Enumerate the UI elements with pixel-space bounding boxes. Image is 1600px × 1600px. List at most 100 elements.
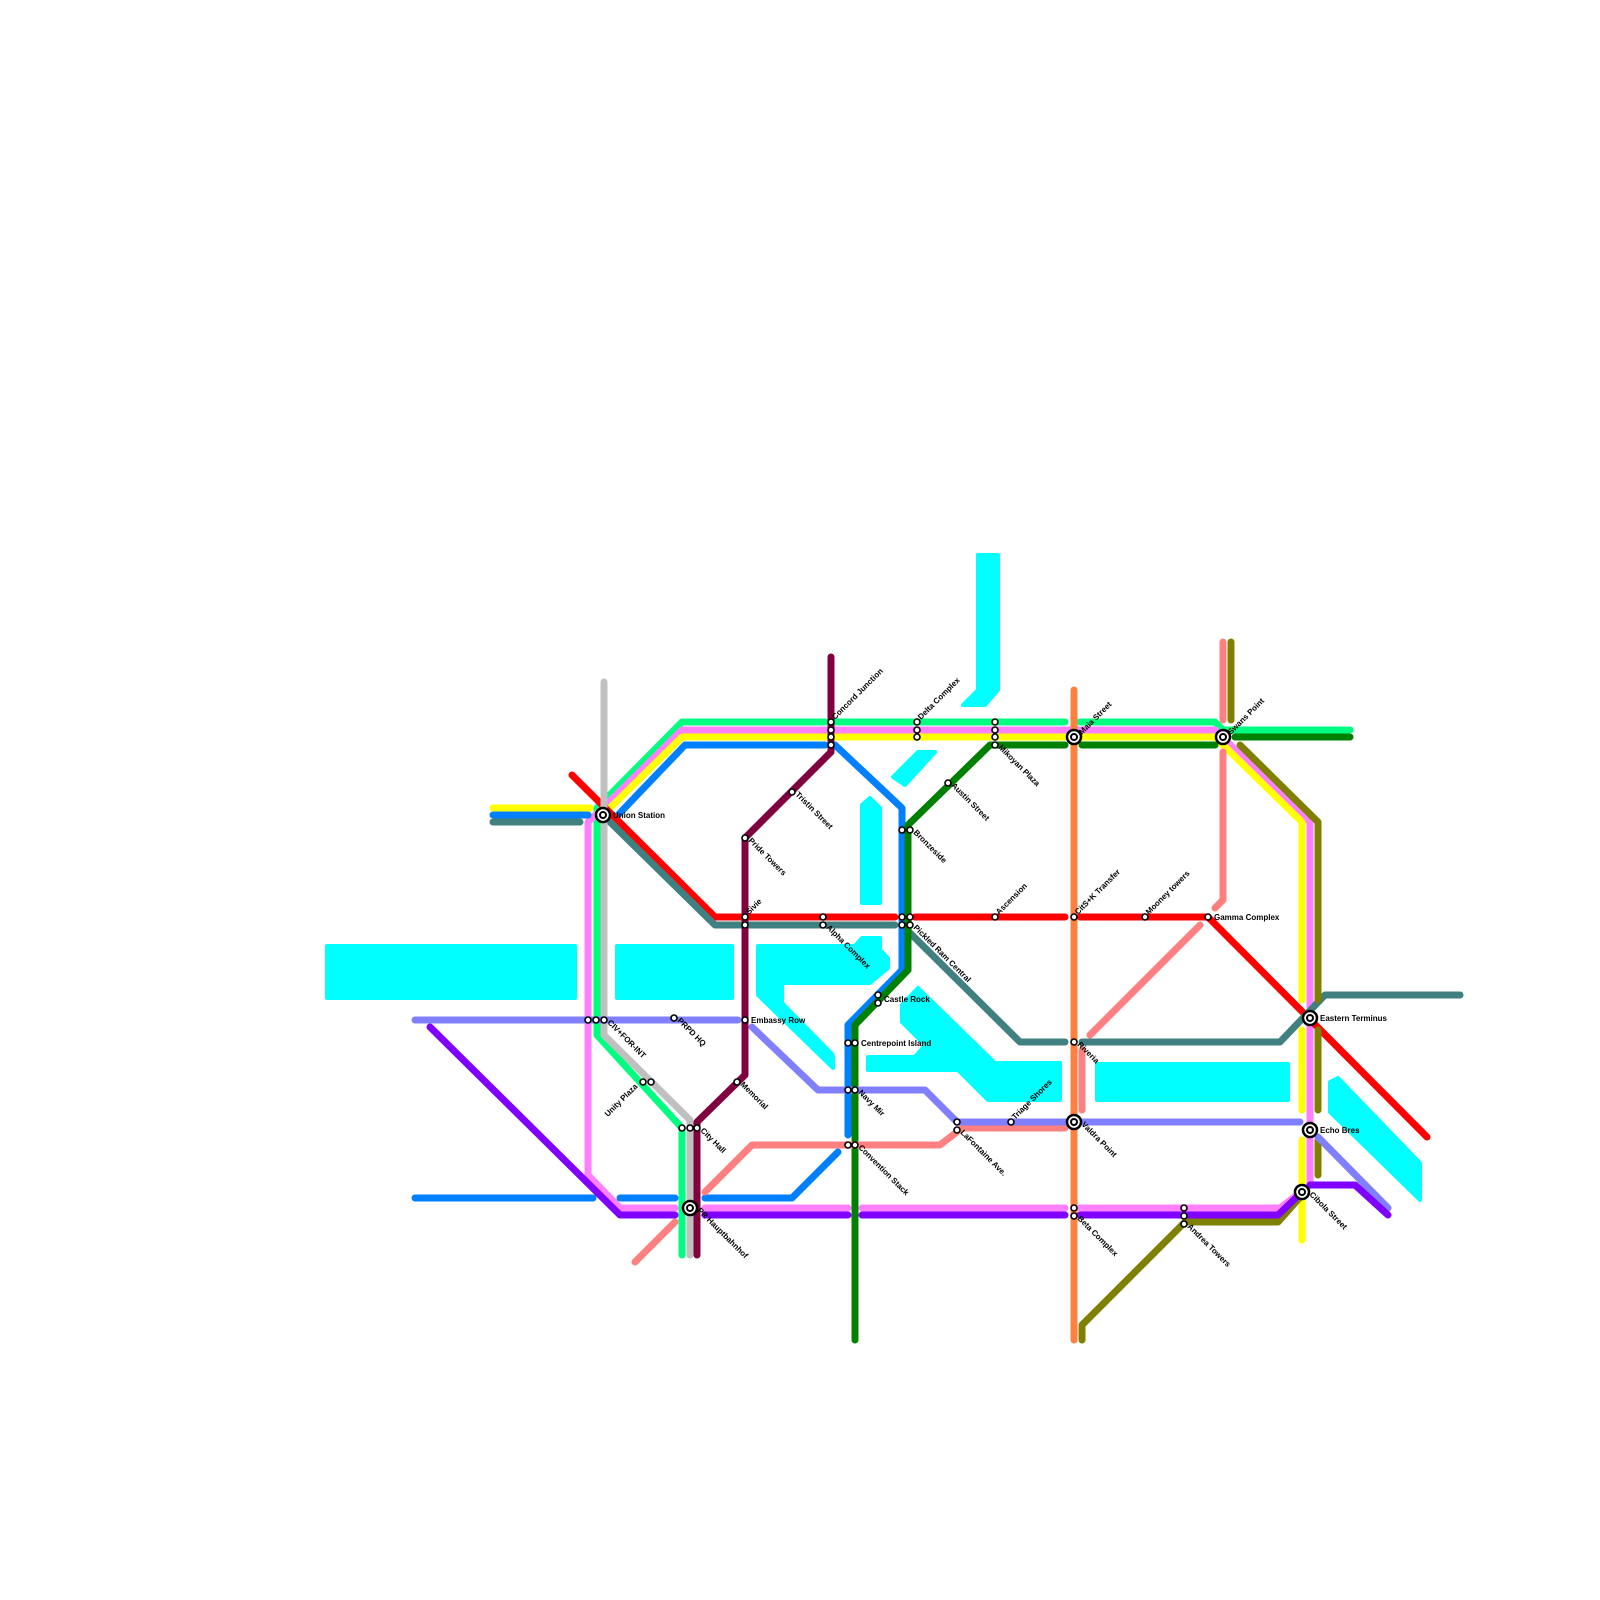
station-dot-icon[interactable] xyxy=(874,999,882,1007)
station[interactable]: City Hall xyxy=(678,1124,728,1155)
station[interactable]: Tristin Street xyxy=(788,788,835,831)
station-dot-icon[interactable] xyxy=(898,921,906,929)
station-dot-icon[interactable] xyxy=(592,1016,600,1024)
line-segment[interactable] xyxy=(1078,991,1464,1046)
station-dot-icon[interactable] xyxy=(819,921,827,929)
line-segment[interactable] xyxy=(1211,748,1227,912)
station-dot-icon[interactable] xyxy=(670,1014,678,1022)
station[interactable]: Union Station xyxy=(594,806,665,824)
line-segment[interactable] xyxy=(1076,913,1431,1141)
station-dot-icon[interactable] xyxy=(844,1086,852,1094)
line-silver[interactable] xyxy=(600,678,694,1259)
line-segment[interactable] xyxy=(1086,921,1204,1039)
station-dot-icon[interactable] xyxy=(1007,1118,1015,1126)
line-segment[interactable] xyxy=(1076,718,1354,734)
station[interactable]: CitS+K Transfer xyxy=(1070,867,1122,921)
line-segment[interactable] xyxy=(614,741,829,819)
station[interactable]: Echo Bres xyxy=(1301,1121,1360,1139)
station[interactable]: Austin Street xyxy=(944,779,991,823)
line-segment[interactable] xyxy=(584,1171,679,1212)
line-segment[interactable] xyxy=(593,718,829,1259)
station-dot-icon[interactable] xyxy=(898,913,906,921)
station-dot-icon[interactable] xyxy=(1180,1220,1188,1228)
line-segment[interactable] xyxy=(1236,741,1322,1004)
station-dot-icon[interactable] xyxy=(991,718,999,726)
line-salmon[interactable] xyxy=(631,638,1227,1266)
station-dot-icon[interactable] xyxy=(827,726,835,734)
station-dot-icon[interactable] xyxy=(1141,913,1149,921)
station-dot-icon[interactable] xyxy=(913,726,921,734)
station-dot-icon[interactable] xyxy=(991,913,999,921)
line-segment[interactable] xyxy=(851,741,1069,1344)
station-dot-icon[interactable] xyxy=(693,1124,701,1132)
line-segment[interactable] xyxy=(701,1124,1069,1196)
station-dot-icon[interactable] xyxy=(686,1124,694,1132)
line-segment[interactable] xyxy=(600,678,694,1259)
station-dot-icon[interactable] xyxy=(1070,913,1078,921)
line-segment[interactable] xyxy=(831,741,906,1139)
station-dot-icon[interactable] xyxy=(991,741,999,749)
line-segment[interactable] xyxy=(426,1023,679,1219)
station-dot-icon[interactable] xyxy=(913,718,921,726)
station-dot-icon[interactable] xyxy=(898,826,906,834)
line-segment[interactable] xyxy=(1306,1181,1392,1219)
station-dot-icon[interactable] xyxy=(851,1039,859,1047)
station-dot-icon[interactable] xyxy=(991,726,999,734)
station-dot-icon[interactable] xyxy=(844,1141,852,1149)
station[interactable]: Centrepoint Island xyxy=(844,1039,931,1048)
station-dot-icon[interactable] xyxy=(647,1078,655,1086)
line-blue[interactable] xyxy=(411,741,906,1202)
station-dot-icon[interactable] xyxy=(741,1016,749,1024)
station[interactable]: Embassy Row xyxy=(741,1016,806,1025)
line-purple[interactable] xyxy=(426,1023,1392,1219)
line-segment[interactable] xyxy=(701,1148,842,1202)
station-dot-icon[interactable] xyxy=(788,788,796,796)
line-segment[interactable] xyxy=(606,818,899,929)
station-dot-icon[interactable] xyxy=(1204,913,1212,921)
station-dot-icon[interactable] xyxy=(906,826,914,834)
line-segment[interactable] xyxy=(631,1218,679,1266)
station-dot-icon[interactable] xyxy=(851,1086,859,1094)
station-dot-icon[interactable] xyxy=(1180,1212,1188,1220)
station-dot-icon[interactable] xyxy=(678,1124,686,1132)
station-dot-icon[interactable] xyxy=(827,741,835,749)
line-lavender[interactable] xyxy=(411,1016,1392,1212)
station-dot-icon[interactable] xyxy=(741,913,749,921)
station-dot-icon[interactable] xyxy=(733,1078,741,1086)
station-dot-icon[interactable] xyxy=(819,913,827,921)
station-dot-icon[interactable] xyxy=(844,1039,852,1047)
station-dot-icon[interactable] xyxy=(953,1118,961,1126)
station-dot-icon[interactable] xyxy=(851,1141,859,1149)
line-segment[interactable] xyxy=(1076,1188,1306,1219)
station[interactable]: Castle Rock xyxy=(874,991,930,1007)
station-dot-icon[interactable] xyxy=(906,921,914,929)
station-dot-icon[interactable] xyxy=(944,779,952,787)
station-dot-icon[interactable] xyxy=(906,913,914,921)
line-dark-green[interactable] xyxy=(851,733,1354,1344)
station-dot-icon[interactable] xyxy=(913,733,921,741)
station-dot-icon[interactable] xyxy=(600,1016,608,1024)
station-label: Bronzeside xyxy=(912,828,949,865)
station-dot-icon[interactable] xyxy=(741,834,749,842)
station[interactable]: Mooney towers xyxy=(1141,868,1192,921)
station-dot-icon[interactable] xyxy=(1180,1204,1188,1212)
line-spring-green[interactable] xyxy=(593,718,1354,1259)
station-dot-icon[interactable] xyxy=(639,1078,647,1086)
station-dot-icon[interactable] xyxy=(584,1016,592,1024)
station-dot-icon[interactable] xyxy=(827,733,835,741)
line-segment[interactable] xyxy=(568,771,899,921)
station-dot-icon[interactable] xyxy=(1070,1204,1078,1212)
station[interactable]: Pride Towers xyxy=(741,834,788,878)
station-dot-icon[interactable] xyxy=(991,733,999,741)
line-segment[interactable] xyxy=(1314,1133,1392,1212)
station-dot-icon[interactable] xyxy=(953,1126,961,1134)
station-dot-icon[interactable] xyxy=(874,991,882,999)
station[interactable]: Gamma Complex xyxy=(1204,913,1280,922)
station-dot-icon[interactable] xyxy=(827,718,835,726)
station-dot-icon[interactable] xyxy=(1070,1212,1078,1220)
station[interactable]: Eastern Terminus xyxy=(1301,1009,1388,1027)
station-dot-icon[interactable] xyxy=(741,921,749,929)
station-dot-icon[interactable] xyxy=(1070,1038,1078,1046)
line-segment[interactable] xyxy=(906,929,1069,1046)
station[interactable]: Memorial xyxy=(733,1078,770,1111)
